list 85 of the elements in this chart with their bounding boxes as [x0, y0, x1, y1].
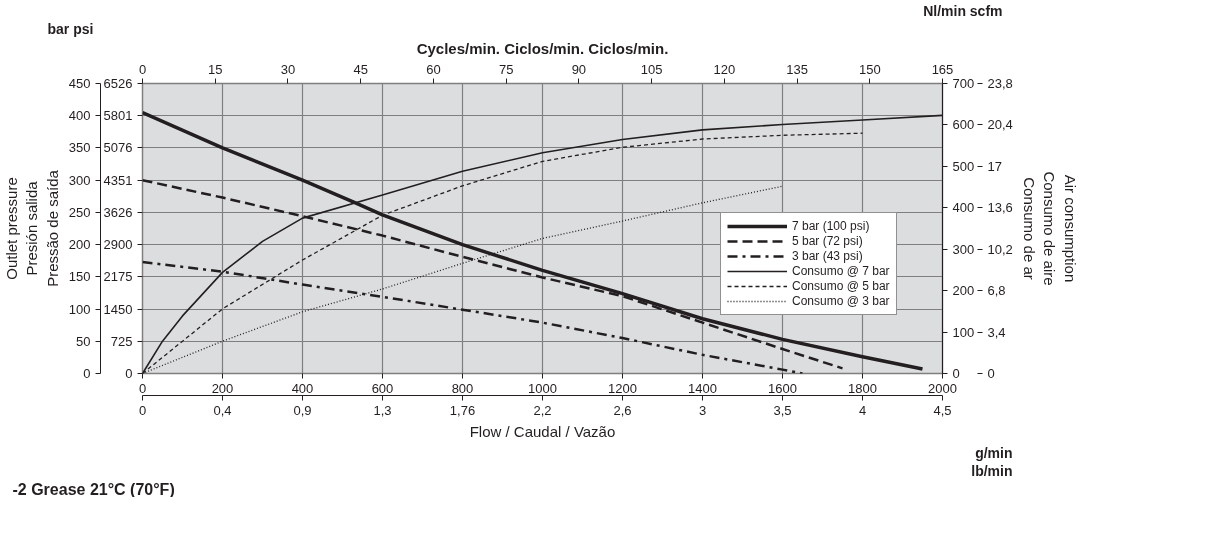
x2-tick-label: 0	[138, 61, 147, 77]
text: 0	[138, 402, 147, 418]
x2-tick-label: 30	[280, 61, 296, 77]
y2-tick-label: 400	[952, 200, 975, 216]
x2-tick-label: 105	[640, 61, 663, 77]
y-tick-label: 50	[76, 333, 91, 349]
x2-tick-label: 120	[713, 61, 736, 77]
y-axis-title: Outlet pressure Presión salida Pressão de saída	[3, 169, 61, 287]
text: 3,5	[773, 402, 792, 418]
y3-tick-label: 0	[125, 366, 133, 381]
legend-label: Consumo @ 3 bar	[792, 294, 890, 308]
y-tick-label: 100	[68, 301, 91, 317]
x-tick-label: 1200	[608, 380, 637, 396]
y3-tick-label: 725	[110, 333, 133, 349]
x2-tick-label: 15	[208, 61, 223, 77]
x-tick-label: 0	[138, 380, 147, 396]
y-tick-label: 150	[68, 269, 91, 285]
y-tick-label: 250	[68, 204, 91, 220]
text: 6,8	[987, 283, 1006, 299]
text: 10,2	[987, 241, 1013, 257]
y-tick-label: 450	[68, 76, 91, 91]
y3-tick-label: 5801	[103, 108, 133, 124]
y-tick-label: 350	[68, 140, 91, 156]
text: Nl/min scfm	[923, 2, 1003, 19]
text: 17	[987, 158, 1002, 174]
text: 20,4	[987, 117, 1013, 133]
y2-tick-label: 500	[952, 158, 975, 174]
text: lb/min	[971, 462, 1013, 479]
text: 4,5	[933, 402, 952, 418]
legend-label: 5 bar (72 psi)	[792, 234, 863, 248]
text: 2,2	[533, 402, 552, 418]
text: 1,76	[449, 402, 476, 418]
x-tick-label: 600	[371, 380, 394, 396]
y2-tick-label: 100	[952, 324, 975, 340]
y2-tick-label: 0	[952, 366, 960, 381]
x2-tick-label: 60	[426, 61, 441, 77]
legend-label: Consumo @ 5 bar	[792, 279, 890, 293]
x-tick-label: 400	[291, 380, 314, 396]
x-tick-label: 1400	[688, 380, 717, 396]
y3-tick-label: 2900	[103, 237, 133, 253]
y3-tick-label: 4351	[103, 172, 133, 188]
x-tick-label: 800	[451, 380, 474, 396]
text: g/min	[975, 444, 1013, 461]
legend-label: Consumo @ 7 bar	[792, 264, 890, 278]
y2-tick-label: 200	[952, 283, 975, 299]
y3-tick-label: 2175	[103, 269, 133, 285]
y3-tick-label: 6526	[103, 76, 133, 91]
x2-axis-title: Cycles/min. Ciclos/min. Ciclos/min.	[416, 39, 669, 57]
x-tick-label: 1800	[848, 380, 877, 396]
text: 0,9	[293, 402, 312, 418]
y3-tick-label: 3626	[103, 204, 133, 220]
x-tick-label: 1600	[768, 380, 797, 396]
y3-tick-label: 1450	[103, 301, 133, 317]
x-axis-title: Flow / Caudal / Vazão	[469, 422, 616, 440]
text: bar psi	[47, 20, 94, 37]
text: 23,8	[987, 76, 1013, 91]
text: 1,3	[373, 402, 392, 418]
x-tick-label: 2000	[928, 380, 957, 396]
y3-tick-label: 5076	[103, 140, 133, 156]
y2-axis-title: Air consumption Consumo de aire Consumo de ar	[1020, 171, 1079, 286]
x2-tick-label: 150	[858, 61, 881, 77]
x2-tick-label: 75	[498, 61, 514, 77]
y-tick-label: 400	[68, 108, 91, 124]
text: 3,4	[987, 324, 1006, 340]
y-tick-label: 0	[83, 366, 91, 381]
text: -2 Grease 21°C (70°F)	[12, 480, 175, 498]
text: 13,6	[987, 200, 1013, 216]
x-tick-label: 200	[211, 380, 234, 396]
text: 0	[987, 366, 995, 381]
x-tick-label: 1000	[528, 380, 557, 396]
x2-tick-label: 90	[571, 61, 587, 77]
y2-tick-label: 300	[952, 241, 975, 257]
text: 4	[858, 402, 867, 418]
y-tick-label: 200	[68, 237, 91, 253]
legend-label: 7 bar (100 psi)	[792, 219, 870, 233]
y2-tick-label: 700	[952, 76, 975, 91]
x2-tick-label: 165	[931, 61, 954, 77]
y2-tick-label: 600	[952, 117, 975, 133]
text: 2,6	[613, 402, 632, 418]
text: 3	[698, 402, 707, 418]
y-tick-label: 300	[68, 172, 91, 188]
x2-tick-label: 135	[786, 61, 808, 77]
x2-tick-label: 45	[353, 61, 368, 77]
text: 0,4	[213, 402, 232, 418]
legend-label: 3 bar (43 psi)	[792, 249, 863, 263]
